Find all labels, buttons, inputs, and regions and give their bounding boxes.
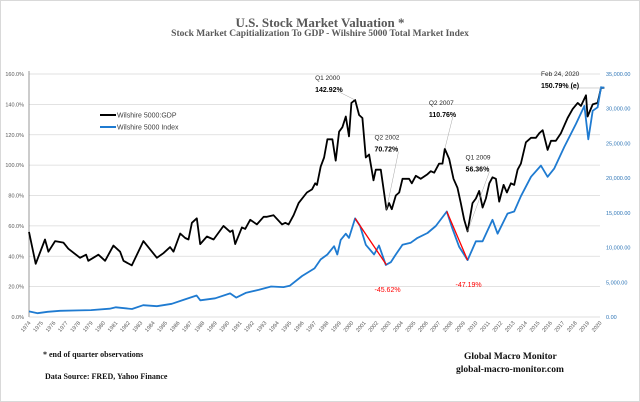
left-axis-tick-label: 100.0% (5, 163, 24, 169)
annotation-leader-line (467, 171, 490, 232)
x-axis-tick-label: 2013 (504, 320, 516, 333)
x-axis-tick-label: 2019 (579, 320, 591, 333)
x-axis-tick-label: 1978 (70, 320, 82, 333)
right-axis-tick-label: 0.00 (606, 315, 617, 321)
x-axis-tick-label: 1989 (206, 320, 218, 333)
annotation-value: 110.76% (429, 112, 457, 119)
annotation-period: Q1 2000 (315, 75, 340, 82)
right-axis-tick-label: 25,000.00 (606, 141, 630, 147)
x-axis-tick-label: 1997 (306, 320, 318, 333)
x-axis-tick-label: 1982 (119, 320, 131, 333)
right-axis-tick-label: 30,000.00 (606, 107, 630, 113)
x-axis-tick-label: 2007 (430, 320, 442, 333)
right-axis-tick-label: 35,000.00 (606, 72, 630, 78)
chart-subtitle: Stock Market Capitialization To GDP - Wi… (171, 29, 469, 39)
x-axis-tick-label: 1986 (169, 320, 181, 333)
legend-label: Wilshire 5000:GDP (117, 113, 177, 120)
x-axis-tick-label: 2001 (355, 320, 367, 333)
x-axis-tick-label: 2020 (591, 320, 603, 333)
x-axis-tick-label: 2011 (480, 320, 492, 333)
x-axis-tick-label: 2012 (492, 320, 504, 333)
left-axis-tick-label: 80.0% (8, 194, 24, 200)
x-axis-tick-label: 2003 (380, 320, 392, 333)
x-axis-tick-label: 1985 (157, 320, 169, 333)
left-axis-tick-label: 40.0% (8, 254, 24, 260)
drawdown-label: -47.19% (456, 282, 482, 289)
x-axis-tick-label: 2015 (529, 320, 541, 333)
x-axis-tick-label: 1975 (32, 320, 44, 333)
x-axis-tick-label: 1987 (181, 320, 193, 333)
x-axis-tick-label: 2016 (541, 320, 553, 333)
x-axis-tick-label: 1993 (256, 320, 268, 333)
annotation-leader-line (386, 151, 399, 210)
x-axis-tick-label: 1976 (45, 320, 57, 333)
x-axis-tick-label: 1998 (318, 320, 330, 333)
annotation-leader-line (338, 91, 356, 101)
left-axis-tick-label: 140.0% (5, 102, 24, 108)
right-axis-tick-label: 10,000.00 (606, 246, 630, 252)
x-axis-tick-label: 1999 (330, 320, 342, 333)
x-axis-tick-label: 2004 (392, 320, 404, 333)
series-line-index (28, 86, 605, 315)
annotation-value: 56.36% (466, 166, 491, 173)
x-axis-tick-label: 1983 (132, 320, 144, 333)
x-axis-tick-label: 1991 (231, 320, 243, 333)
footnote: * end of quarter observations (43, 350, 144, 359)
annotation-leader-line (444, 116, 454, 149)
annotation-period: Q1 2009 (466, 154, 491, 161)
brand-name: Global Macro Monitor (464, 352, 557, 362)
brand-url: global-macro-monitor.com (456, 365, 564, 375)
annotation-period: Q2 2002 (374, 135, 399, 142)
x-axis-tick-label: 2000 (343, 320, 355, 333)
left-axis-tick-label: 20.0% (8, 285, 24, 291)
annotation-value: 70.72% (374, 147, 399, 154)
x-axis-tick-label: 1979 (82, 320, 94, 333)
left-axis-tick-label: 60.0% (8, 224, 24, 230)
x-axis-tick-label: 1992 (243, 320, 255, 333)
x-axis-tick-label: 2009 (455, 320, 467, 333)
left-axis-tick-label: 160.0% (5, 72, 24, 78)
legend-label: Wilshire 5000 Index (117, 125, 179, 132)
right-axis-tick-label: 15,000.00 (606, 211, 630, 217)
left-axis-tick-label: 0.0% (11, 315, 24, 321)
x-axis-tick-label: 2010 (467, 320, 479, 333)
x-axis-tick-label: 1980 (95, 320, 107, 333)
chart-title: U.S. Stock Market Valuation * (235, 15, 405, 30)
x-axis-tick-label: 1984 (144, 320, 156, 333)
right-axis-tick-label: 5,000.00 (606, 280, 627, 286)
x-axis-tick-label: 1988 (194, 320, 206, 333)
drawdown-line (354, 218, 388, 266)
x-axis-tick-label: 2006 (417, 320, 429, 333)
x-axis-tick-label: 2005 (405, 320, 417, 333)
drawdown-line (446, 211, 469, 261)
x-axis-tick-label: 1981 (107, 320, 119, 333)
drawdown-label: -45.62% (374, 287, 400, 294)
x-axis-tick-label: 2008 (442, 320, 454, 333)
left-axis-tick-label: 120.0% (5, 133, 24, 139)
x-axis-tick-label: 2017 (554, 320, 566, 333)
annotation-period: Feb 24, 2020 (541, 71, 580, 78)
right-axis-tick-label: 20,000.00 (606, 176, 630, 182)
x-axis-tick-label: 2014 (517, 320, 529, 333)
annotation-value: 150.79% (e) (541, 83, 579, 90)
x-axis-tick-label: 2002 (368, 320, 380, 333)
x-axis-tick-label: 1995 (281, 320, 293, 333)
series-line-ratio (28, 86, 605, 267)
annotation-period: Q2 2007 (429, 100, 454, 107)
data-source: Data Source: FRED, Yahoo Finance (45, 372, 168, 381)
x-axis-tick-label: 1977 (57, 320, 69, 333)
x-axis-tick-label: 1974 (20, 320, 32, 333)
x-axis-tick-label: 2018 (566, 320, 578, 333)
x-axis-tick-label: 1990 (219, 320, 231, 333)
annotation-value: 142.92% (315, 87, 343, 94)
x-axis-tick-label: 1996 (293, 320, 305, 333)
x-axis-tick-label: 1994 (268, 320, 280, 333)
